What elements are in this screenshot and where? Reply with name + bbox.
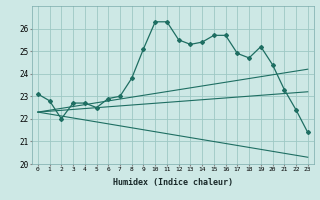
X-axis label: Humidex (Indice chaleur): Humidex (Indice chaleur) [113, 178, 233, 187]
